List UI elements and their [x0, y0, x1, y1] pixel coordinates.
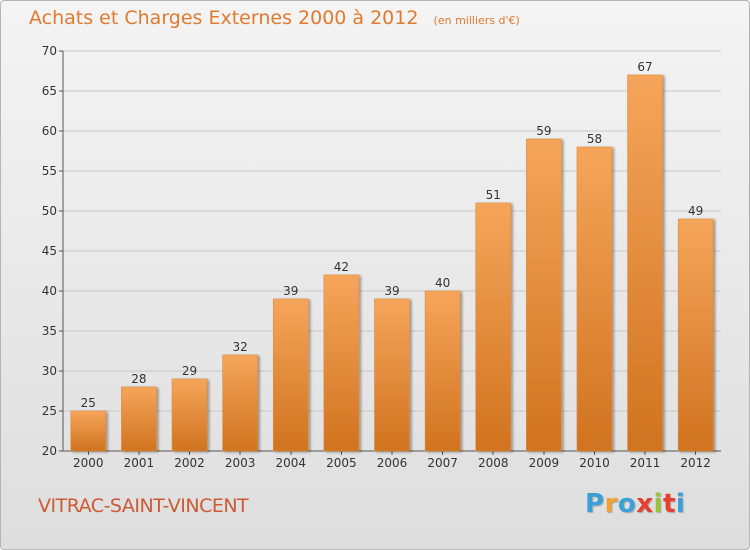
bar-2004 [272, 298, 309, 452]
x-tick-label: 2001 [124, 456, 155, 470]
data-label-2005: 42 [334, 260, 349, 274]
chart-unit: (en milliers d'€) [433, 14, 520, 27]
x-tick-label: 2004 [275, 456, 306, 470]
y-tick-label: 65 [42, 84, 57, 98]
x-tick-label: 2010 [579, 456, 610, 470]
logo-letter: i [653, 489, 663, 519]
title-line: Achats et Charges Externes 2000 à 2012 (… [29, 7, 520, 29]
data-label-2012: 49 [688, 204, 703, 218]
y-tick-label: 60 [42, 124, 57, 138]
bar-2007 [424, 290, 461, 452]
data-label-2001: 28 [131, 372, 146, 386]
bar-2006 [374, 298, 410, 452]
bar-2008 [475, 202, 512, 452]
logo-letter: x [636, 489, 654, 519]
bar-2009 [526, 138, 562, 452]
y-tick-label: 25 [42, 404, 57, 418]
x-tick-label: 2002 [174, 456, 205, 470]
x-tick-label: 2003 [225, 456, 256, 470]
y-tick-label: 55 [42, 164, 57, 178]
data-label-2008: 51 [486, 188, 501, 202]
x-tick-label: 2011 [630, 456, 661, 470]
data-label-2011: 67 [637, 60, 652, 74]
bar-2010 [576, 146, 613, 452]
y-tick-label: 70 [42, 44, 57, 58]
bar-2012 [677, 218, 714, 452]
bar-2002 [171, 378, 208, 452]
logo-letter: o [617, 489, 637, 519]
logo-letter: i [675, 489, 686, 519]
y-tick-label: 40 [42, 284, 57, 298]
x-tick-label: 2009 [529, 456, 560, 470]
data-label-2000: 25 [81, 396, 96, 410]
x-tick-label: 2007 [427, 456, 458, 470]
commune-name: VITRAC-SAINT-VINCENT [38, 495, 249, 517]
logo-letter: t [662, 489, 676, 519]
bar-2003 [222, 354, 258, 452]
y-tick-label: 35 [42, 324, 57, 338]
y-tick-label: 20 [42, 444, 57, 458]
bar-2000 [70, 410, 107, 452]
data-label-2009: 59 [536, 124, 551, 138]
chart-title: Achats et Charges Externes 2000 à 2012 [29, 7, 419, 29]
x-tick-label: 2012 [680, 456, 711, 470]
x-tick-label: 2008 [478, 456, 509, 470]
y-tick-label: 45 [42, 244, 57, 258]
bar-2005 [323, 274, 360, 452]
y-tick-label: 30 [42, 364, 57, 378]
x-tick-label: 2000 [73, 456, 104, 470]
bar-2011 [627, 74, 663, 452]
bars [70, 74, 714, 452]
data-label-2004: 39 [283, 284, 298, 298]
data-label-2002: 29 [182, 364, 197, 378]
data-label-2003: 32 [233, 340, 248, 354]
data-label-2006: 39 [384, 284, 399, 298]
data-labels: 25 28 29 32 39 42 39 40 51 59 58 67 49 [81, 60, 704, 410]
logo-letter: r [604, 489, 618, 519]
bar-2001 [121, 386, 157, 452]
data-label-2010: 58 [587, 132, 602, 146]
logo-letter: P [585, 489, 605, 519]
x-tick-label: 2005 [326, 456, 357, 470]
data-label-2007: 40 [435, 276, 450, 290]
y-tick-label: 50 [42, 204, 57, 218]
proxiti-logo[interactable]: Proxiti [585, 489, 685, 519]
x-tick-label: 2006 [377, 456, 408, 470]
